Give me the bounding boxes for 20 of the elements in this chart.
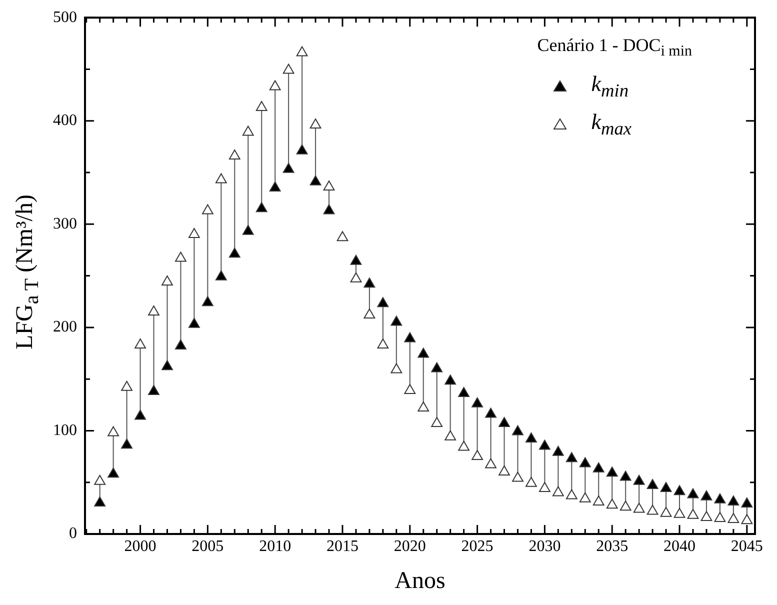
y-tick-label: 500: [53, 8, 77, 26]
x-tick-label: 2025: [461, 538, 494, 555]
legend-label: k$_{max}$: [591, 108, 632, 140]
x-tick-label: 2020: [394, 538, 426, 555]
y-tick-label: 200: [53, 318, 77, 336]
y-tick-label: 100: [53, 422, 77, 439]
y-tick-label: 400: [53, 112, 77, 130]
y-tick-label: 300: [53, 215, 77, 232]
legend-title: Cenário 1 - DOC$_{i min}$: [537, 35, 692, 61]
x-tick-label: 2045: [730, 538, 763, 555]
y-tick-label: 0: [69, 525, 77, 542]
x-axis-title: Anos: [394, 568, 446, 594]
x-tick-label: 2010: [259, 538, 292, 555]
x-tick-label: 2005: [192, 538, 224, 555]
x-tick-label: 2015: [326, 538, 358, 555]
x-tick-label: 2000: [124, 538, 156, 555]
x-tick-label: 2040: [664, 538, 696, 555]
x-tick-label: 2035: [596, 538, 628, 555]
legend-label: k$_{min}$: [591, 70, 629, 101]
x-tick-label: 2030: [528, 538, 561, 555]
